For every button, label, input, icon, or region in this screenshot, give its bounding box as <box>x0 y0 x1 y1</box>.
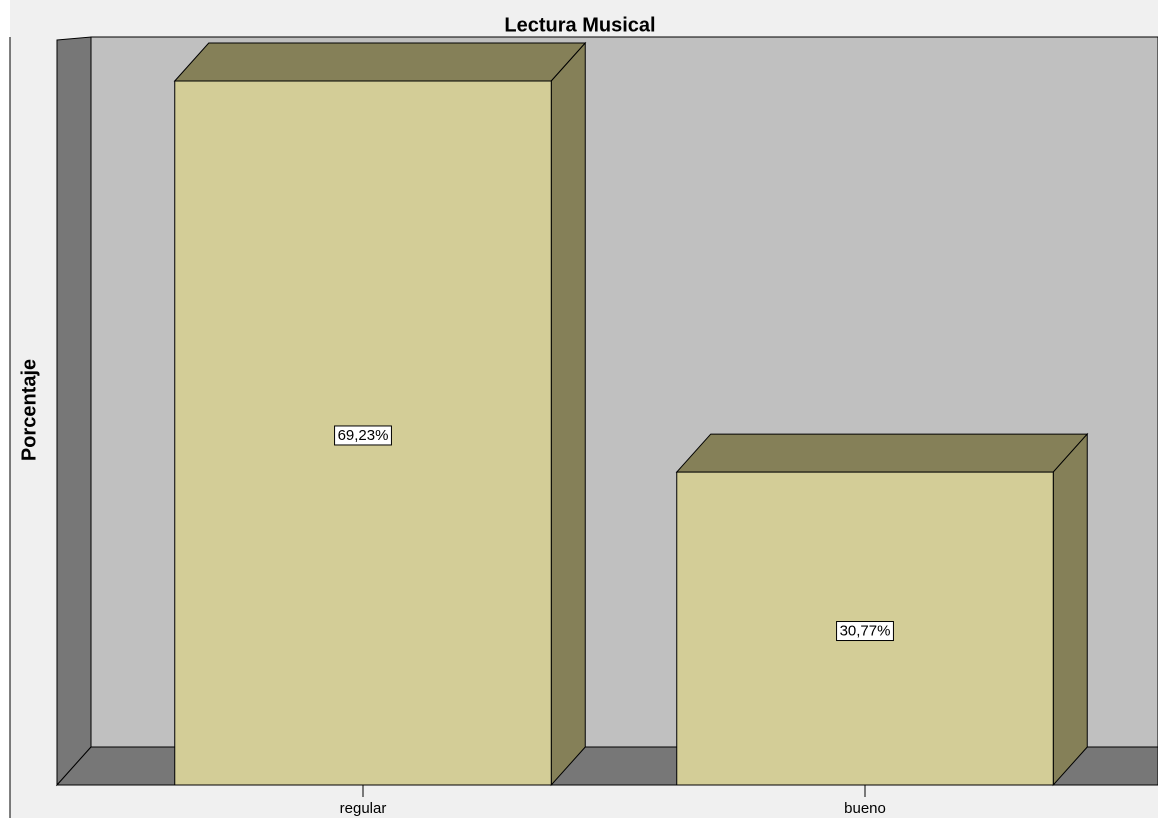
bar-side <box>550 41 586 787</box>
x-tick-label: regular <box>340 800 387 817</box>
y-axis-label: Porcentaje <box>18 359 40 461</box>
bar-side <box>1052 432 1088 787</box>
side-wall <box>56 36 92 787</box>
x-tick-label: bueno <box>844 800 886 817</box>
value-label-box <box>836 621 894 642</box>
bar-top <box>173 42 587 82</box>
value-label: 69,23% <box>338 427 389 444</box>
value-label: 30,77% <box>840 623 891 640</box>
value-label-box <box>334 425 392 446</box>
bar-top <box>675 433 1089 473</box>
chart-title: Lectura Musical <box>504 14 655 36</box>
